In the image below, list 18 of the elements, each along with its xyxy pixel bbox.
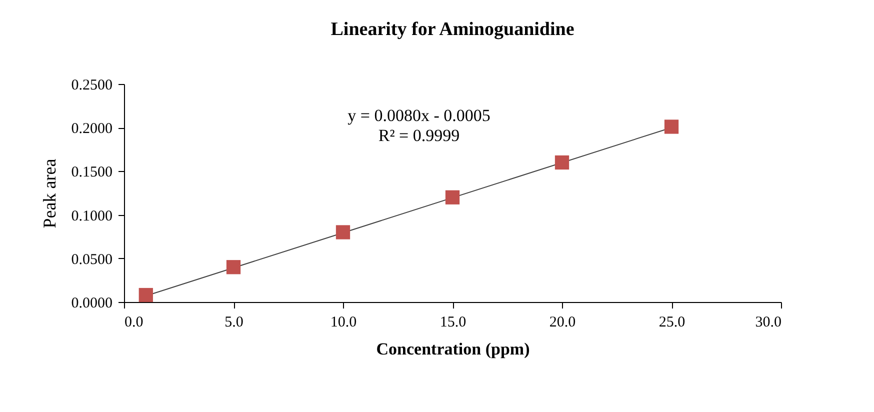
x-tick-label: 20.0	[549, 314, 576, 330]
x-tick-label: 10.0	[330, 314, 357, 330]
chart-title: Linearity for Aminoguanidine	[330, 19, 574, 40]
y-tick-label: 0.2000	[71, 121, 112, 138]
y-axis-title: Peak area	[39, 158, 60, 228]
x-tick-label: 30.0	[755, 314, 782, 330]
y-tick-label: 0.2500	[71, 78, 112, 94]
y-tick-label: 0.0500	[71, 252, 112, 268]
x-tick-label: 0.0	[124, 314, 144, 330]
x-axis-title: Concentration (ppm)	[376, 340, 530, 358]
y-tick-label: 0.1500	[71, 164, 112, 181]
y-tick-label: 0.1000	[71, 208, 112, 224]
y-tick-label: 0.0000	[71, 296, 112, 312]
x-tick-label: 5.0	[224, 314, 244, 330]
x-tick-label: 15.0	[440, 314, 466, 330]
annotation: R² = 0.9999	[378, 126, 460, 145]
annotation: y = 0.0080x - 0.0005	[348, 106, 490, 125]
x-tick-label: 25.0	[658, 314, 686, 330]
